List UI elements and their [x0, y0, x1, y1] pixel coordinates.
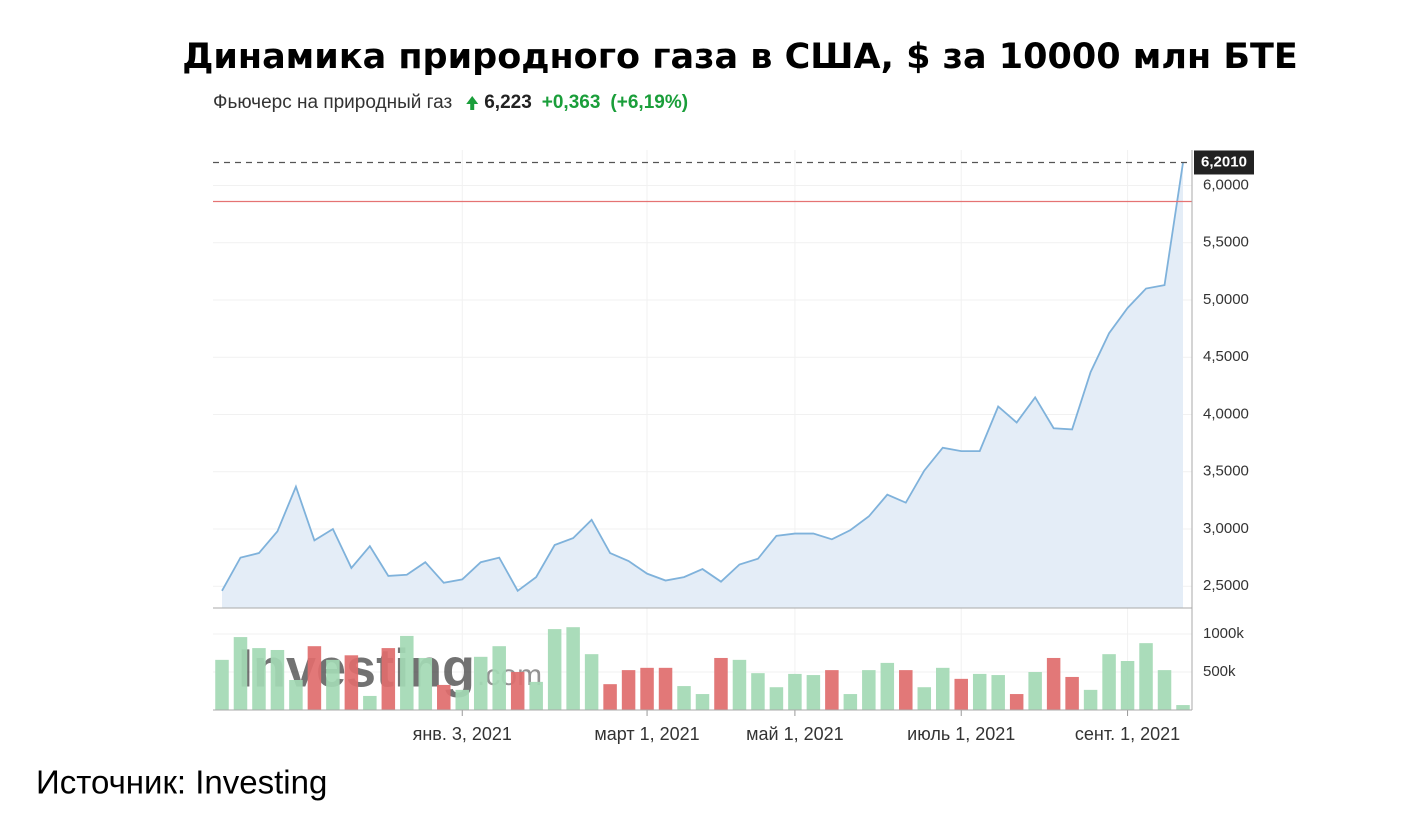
- volume-bar: [270, 649, 285, 710]
- volume-bar: [215, 659, 229, 710]
- volume-bar: [1176, 705, 1190, 710]
- volume-bar: [658, 667, 673, 710]
- volume-bar: [640, 667, 654, 710]
- y-tick-label: 3,5000: [1203, 463, 1249, 480]
- y-tick-label: 4,5000: [1203, 348, 1249, 365]
- volume-bar: [492, 646, 506, 710]
- volume-bar: [1046, 657, 1061, 710]
- volume-bar: [473, 656, 488, 710]
- volume-bar: [603, 684, 617, 710]
- volume-bar: [1083, 689, 1098, 710]
- volume-bar: [972, 673, 987, 710]
- area: [222, 162, 1183, 608]
- volume-bar: [363, 695, 377, 710]
- volume-bar: [1028, 672, 1042, 710]
- quote-change-pct: (+6,19%): [610, 92, 688, 113]
- volume-bar: [751, 673, 765, 710]
- volume-bar: [381, 648, 396, 710]
- volume-bar: [289, 679, 303, 710]
- volume-bar: [1139, 643, 1153, 710]
- quote-instrument: Фьючерс на природный газ: [213, 92, 452, 113]
- volume-bar: [1120, 661, 1135, 710]
- volume-bar: [326, 659, 340, 710]
- volume-bar: [677, 686, 691, 710]
- y-tick-label: 5,0000: [1203, 291, 1249, 308]
- x-tick-label: март 1, 2021: [594, 724, 699, 744]
- volume-bar: [862, 670, 876, 710]
- volume-bar: [1065, 676, 1079, 710]
- y-tick-label: 6,0000: [1203, 176, 1249, 193]
- x-tick-label: сент. 1, 2021: [1075, 724, 1180, 744]
- volume-bar: [714, 657, 728, 710]
- volume-bar: [233, 637, 248, 710]
- volume-tick-label: 1000k: [1203, 625, 1244, 642]
- volume-bar: [1009, 694, 1024, 710]
- volume-bar: [566, 627, 580, 710]
- volume-bar: [418, 657, 433, 710]
- volume-bar: [437, 684, 451, 710]
- volume-bar: [400, 635, 414, 710]
- volume-bar: [732, 659, 747, 710]
- volume-bar: [917, 687, 932, 710]
- volume-bar: [769, 687, 784, 710]
- volume-bar: [510, 672, 525, 710]
- volume-bar: [252, 648, 266, 710]
- volume-bar: [1102, 654, 1116, 710]
- y-tick-label: 2,5000: [1203, 577, 1249, 594]
- volume-bar: [880, 662, 895, 710]
- volume-bar: [344, 655, 359, 710]
- volume-bar: [584, 654, 599, 710]
- x-tick-label: май 1, 2021: [746, 724, 844, 744]
- volume-bar: [806, 675, 821, 710]
- volume-bar: [307, 646, 322, 710]
- chart-title: Динамика природного газа в США, $ за 100…: [182, 37, 1298, 77]
- volume-bar: [695, 694, 710, 710]
- volume-bar: [936, 667, 950, 710]
- y-tick-label: 4,0000: [1203, 405, 1249, 422]
- last-value-label: 6,2010: [1201, 153, 1247, 170]
- source: Источник: Investing: [36, 764, 327, 801]
- line: [221, 162, 1184, 593]
- volume-bar: [843, 694, 858, 710]
- x-tick-label: июль 1, 2021: [907, 724, 1015, 744]
- volume-bar: [825, 670, 839, 710]
- up-arrow: [466, 96, 479, 110]
- volume-bar: [455, 689, 469, 710]
- x-tick-label: янв. 3, 2021: [413, 724, 512, 744]
- volume-bar: [899, 670, 913, 710]
- quote-change: +0,363: [542, 92, 601, 113]
- volume-bar: [529, 681, 543, 710]
- volume-bar: [954, 678, 968, 710]
- volume-bar: [1157, 670, 1172, 710]
- y-tick-label: 3,0000: [1203, 520, 1249, 537]
- volume-bar: [547, 629, 562, 710]
- volume-bar: [621, 670, 636, 710]
- quote-price: 6,223: [484, 92, 532, 113]
- volume-bar: [788, 673, 802, 710]
- last-value-box: [1194, 150, 1254, 175]
- volume-bar: [991, 675, 1005, 710]
- volume-tick-label: 500k: [1203, 663, 1236, 680]
- y-tick-label: 5,5000: [1203, 234, 1249, 251]
